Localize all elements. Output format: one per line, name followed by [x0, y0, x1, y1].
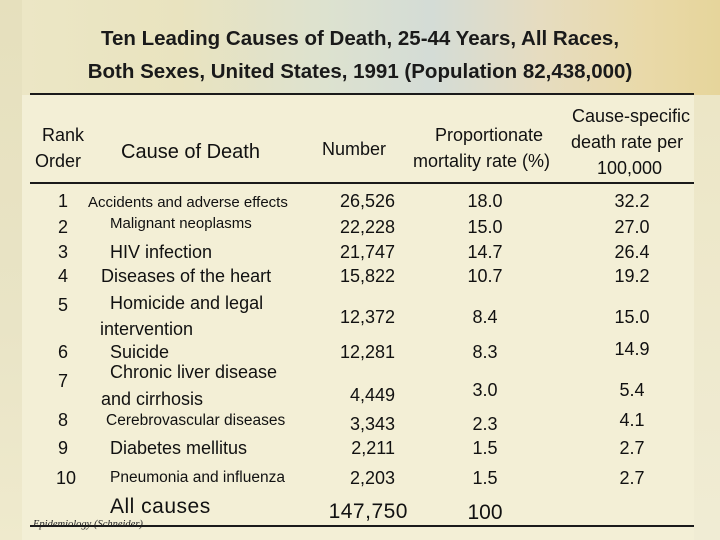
death-rate-cell: 5.4 — [619, 380, 645, 400]
proportionate-cell: 14.7 — [467, 242, 503, 262]
number-cell: 26,526 — [339, 191, 395, 211]
cause-cell: Accidents and adverse effects — [88, 194, 288, 211]
total-label: All causes — [110, 495, 211, 518]
death-rate-cell: 2.7 — [619, 438, 645, 458]
proportionate-cell: 15.0 — [467, 217, 503, 237]
header-rate-line-1: Cause-specific — [572, 106, 691, 126]
cause-cell: Homicide and legal — [110, 293, 264, 313]
rank-cell: 10 — [55, 468, 76, 488]
total-number: 147,750 — [328, 500, 408, 523]
cause-cell: Diabetes mellitus — [110, 438, 248, 458]
header-rule — [30, 182, 694, 184]
cause-cell: Chronic liver disease — [110, 362, 278, 382]
proportionate-cell: 8.4 — [472, 307, 498, 327]
death-rate-cell: 15.0 — [614, 307, 650, 327]
death-rate-cell: 2.7 — [619, 468, 645, 488]
cause-cell: Suicide — [110, 342, 170, 362]
number-cell: 2,211 — [351, 438, 395, 458]
rank-cell: 9 — [57, 438, 68, 458]
header-cause: Cause of Death — [121, 141, 260, 163]
header-proportionate-line-1: Proportionate — [435, 125, 544, 145]
cause-cell: Pneumonia and influenza — [110, 469, 285, 486]
decorative-header-band — [0, 0, 720, 95]
death-rate-cell: 26.4 — [614, 242, 650, 262]
proportionate-cell: 1.5 — [472, 468, 498, 488]
cause-cell: Cerebrovascular diseases — [106, 412, 286, 429]
number-cell: 12,281 — [339, 342, 395, 362]
number-cell: 3,343 — [349, 414, 395, 434]
proportionate-cell: 10.7 — [467, 266, 503, 286]
number-cell: 21,747 — [339, 242, 395, 262]
death-rate-cell: 4.1 — [619, 410, 645, 430]
header-proportionate-line-2: mortality rate (%) — [413, 151, 551, 171]
number-cell: 12,372 — [339, 307, 395, 327]
number-cell: 15,822 — [339, 266, 395, 286]
number-cell: 22,228 — [339, 217, 395, 237]
death-rate-cell: 14.9 — [614, 339, 650, 359]
death-rate-cell: 19.2 — [614, 266, 650, 286]
decorative-right-band — [694, 95, 720, 540]
proportionate-cell: 2.3 — [472, 414, 498, 434]
proportionate-cell: 18.0 — [467, 191, 503, 211]
cause-cell-continued: and cirrhosis — [101, 389, 204, 409]
header-rate-line-2: death rate per — [571, 132, 684, 152]
cause-cell-continued: intervention — [100, 319, 194, 339]
cause-cell: Malignant neoplasms — [110, 215, 252, 232]
slide-title-line-1: Ten Leading Causes of Death, 25-44 Years… — [100, 27, 620, 50]
header-rate-line-3: 100,000 — [597, 158, 663, 178]
death-rate-cell: 27.0 — [614, 217, 650, 237]
header-rank-line-2: Order — [35, 151, 82, 171]
proportionate-cell: 3.0 — [472, 380, 498, 400]
rank-cell: 6 — [57, 342, 68, 362]
top-rule — [30, 93, 694, 95]
number-cell: 2,203 — [349, 468, 395, 488]
total-proportionate: 100 — [467, 501, 503, 524]
death-rate-cell: 32.2 — [614, 191, 650, 211]
rank-cell: 2 — [57, 217, 68, 237]
proportionate-cell: 1.5 — [472, 438, 498, 458]
slide-title-line-2: Both Sexes, United States, 1991 (Populat… — [87, 60, 633, 83]
rank-cell: 4 — [57, 266, 68, 286]
number-cell: 4,449 — [349, 385, 395, 405]
source-credit: Epidemiology (Schneider) — [33, 519, 143, 530]
rank-cell: 5 — [57, 295, 68, 315]
cause-cell: HIV infection — [110, 242, 213, 262]
header-rank-line-1: Rank — [42, 125, 85, 145]
cause-cell: Diseases of the heart — [101, 266, 272, 286]
header-number: Number — [322, 139, 387, 159]
rank-cell: 3 — [57, 242, 68, 262]
rank-cell: 8 — [57, 410, 68, 430]
bottom-rule — [30, 525, 694, 527]
rank-cell: 1 — [57, 191, 68, 211]
proportionate-cell: 8.3 — [472, 342, 498, 362]
rank-cell: 7 — [57, 371, 68, 391]
decorative-left-band — [0, 0, 22, 540]
